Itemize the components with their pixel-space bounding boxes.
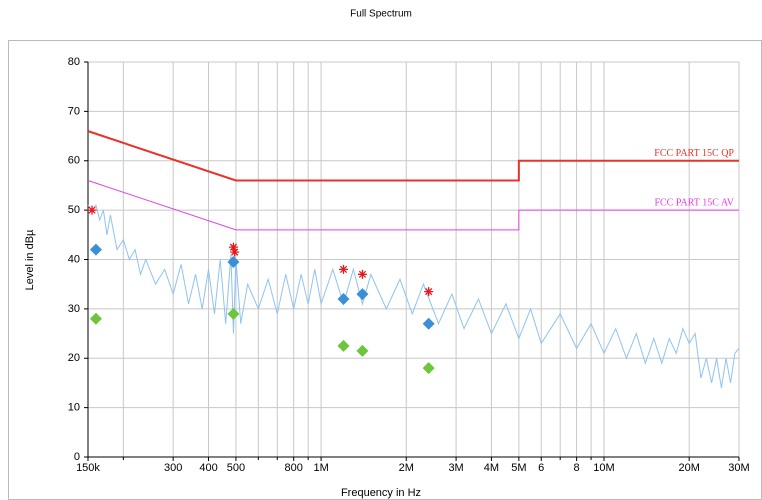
series-line [87, 180, 739, 231]
y-tick-label: 50 [68, 204, 80, 216]
x-tick-label: 4M [484, 462, 499, 474]
x-tick-label: 6 [538, 462, 544, 474]
diamond-marker [422, 362, 435, 375]
diamond-marker [89, 312, 102, 325]
diamond-marker [337, 339, 350, 352]
asterisk-marker [228, 242, 238, 252]
asterisk-marker [230, 247, 240, 257]
x-tick-label: 10M [593, 462, 614, 474]
diamond-marker [422, 317, 435, 330]
y-tick-label: 80 [68, 56, 80, 68]
x-tick-label: 20M [678, 462, 699, 474]
series-line [87, 204, 740, 388]
x-tick-label: 800 [285, 462, 303, 474]
y-axis-label: Level in dBµ [24, 229, 36, 290]
diamond-marker [356, 288, 369, 301]
panel-frame [8, 40, 762, 500]
x-tick-label: 1M [313, 462, 328, 474]
diamond-marker [337, 293, 350, 305]
y-tick-label: 20 [68, 352, 80, 364]
x-tick-label: 3M [448, 462, 463, 474]
x-tick-label: 150k [76, 462, 100, 474]
diamond-marker [227, 307, 240, 320]
diamond-marker [356, 344, 369, 357]
limit-label: FCC PART 15C AV [654, 197, 734, 208]
asterisk-marker [87, 205, 97, 215]
asterisk-marker [338, 264, 348, 274]
y-tick-label: 10 [68, 402, 80, 414]
x-tick-label: 400 [199, 462, 217, 474]
y-tick-label: 40 [68, 253, 80, 265]
diamond-marker [89, 243, 102, 256]
plot: FCC PART 15C QP FCC PART 15C AV [87, 130, 740, 388]
x-tick-label: 300 [164, 462, 182, 474]
x-tick-label: 8 [574, 462, 580, 474]
asterisk-marker [357, 269, 367, 279]
diamond-marker [227, 255, 240, 268]
x-tick-label: 30M [728, 462, 749, 474]
limit-label: FCC PART 15C QP [654, 148, 734, 159]
series-line [87, 130, 739, 182]
x-tick-label: 5M [511, 462, 526, 474]
chart-title: Full Spectrum [350, 9, 412, 20]
y-tick-label: 60 [68, 155, 80, 167]
y-tick-label: 70 [68, 105, 80, 117]
x-axis-label: Frequency in Hz [341, 487, 421, 499]
grid: 0 10 20 30 40 50 60 70 80 150k 300 400 500 800 1M 2M 3M 4… [68, 56, 750, 474]
x-tick-label: 2M [399, 462, 414, 474]
y-tick-label: 30 [68, 303, 80, 315]
y-tick-label: 0 [74, 451, 80, 463]
x-tick-label: 500 [227, 462, 245, 474]
asterisk-marker [424, 287, 434, 297]
